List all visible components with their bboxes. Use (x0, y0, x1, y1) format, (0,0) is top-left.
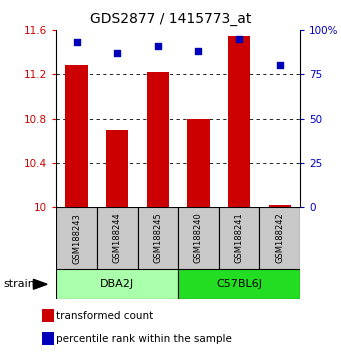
Point (236, 36, 242, 42)
Bar (42, 309, 54, 322)
Bar (260, 207, 300, 269)
Bar (178, 269, 300, 299)
Bar (219, 207, 260, 269)
Point (115, 50, 120, 56)
Bar (97, 207, 137, 269)
Text: GSM188243: GSM188243 (72, 213, 81, 263)
Bar (137, 207, 178, 269)
Bar (228, 36, 250, 207)
Point (277, 63, 282, 68)
Bar (147, 72, 169, 207)
Text: strain: strain (3, 279, 35, 289)
Text: C57BL6J: C57BL6J (216, 279, 262, 289)
Bar (269, 205, 291, 207)
Text: GSM188245: GSM188245 (153, 213, 162, 263)
Bar (56, 269, 178, 299)
Bar (65, 65, 88, 207)
Bar (106, 130, 129, 207)
Text: GSM188242: GSM188242 (275, 213, 284, 263)
Bar (56, 207, 97, 269)
Text: transformed count: transformed count (56, 311, 153, 321)
Text: DBA2J: DBA2J (100, 279, 134, 289)
Text: GSM188244: GSM188244 (113, 213, 122, 263)
Bar (42, 332, 54, 345)
Polygon shape (33, 279, 47, 289)
Text: percentile rank within the sample: percentile rank within the sample (56, 334, 232, 344)
Text: GSM188240: GSM188240 (194, 213, 203, 263)
Text: GSM188241: GSM188241 (235, 213, 243, 263)
Point (196, 48, 201, 54)
Bar (187, 119, 210, 207)
Bar (178, 207, 219, 269)
Point (155, 43, 161, 49)
Text: GDS2877 / 1415773_at: GDS2877 / 1415773_at (90, 12, 251, 27)
Point (74, 40, 79, 45)
